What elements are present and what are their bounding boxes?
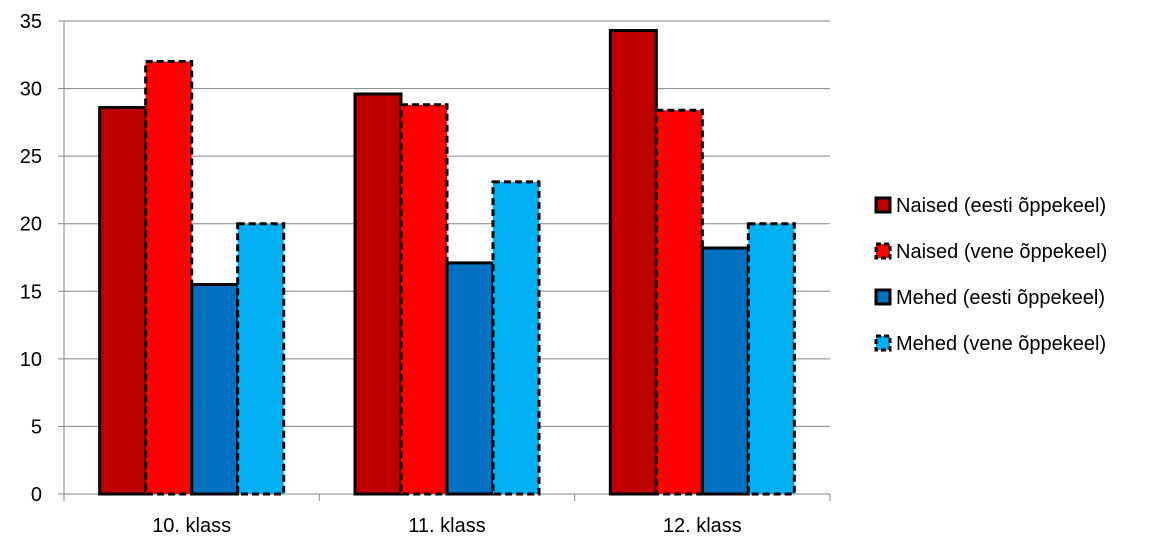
bar [445, 261, 495, 496]
legend-label: Mehed (eesti õppekeel) [896, 287, 1105, 309]
y-tick-label: 15 [20, 281, 42, 303]
bar [98, 105, 148, 496]
axis-labels: 0 5 10 15 20 25 30 35 10. klass 11. klass 12. klas… [20, 11, 742, 537]
bar [399, 103, 449, 496]
y-tick-label: 30 [20, 79, 42, 101]
bar [746, 222, 796, 496]
y-tick-label: 5 [31, 416, 42, 438]
y-tick-label: 0 [31, 484, 42, 506]
y-tick-label: 10 [20, 349, 42, 371]
x-tick-label: 11. klass [408, 515, 485, 537]
legend-label: Naised (vene õppekeel) [896, 241, 1107, 263]
legend-swatch [874, 288, 892, 306]
bar [236, 222, 286, 496]
bar [190, 283, 240, 496]
x-tick-label: 12. klass [663, 515, 742, 537]
legend-swatch [874, 196, 892, 214]
legend-label: Naised (eesti õppekeel) [896, 195, 1106, 217]
y-tick-label: 35 [20, 11, 42, 33]
legend-label: Mehed (vene õppekeel) [896, 333, 1106, 355]
y-tick-label: 25 [20, 146, 42, 168]
legend-swatch [874, 242, 892, 260]
x-tick-label: 10. klass [152, 515, 231, 537]
bar [353, 92, 403, 496]
bar [144, 60, 194, 496]
legend-swatch [874, 334, 892, 352]
bars [98, 28, 796, 496]
bar [608, 28, 658, 496]
legend: Naised (eesti õppekeel) Naised (vene õppe… [874, 195, 1107, 355]
bar [491, 180, 541, 496]
bar [700, 246, 750, 496]
bar [654, 108, 704, 496]
y-tick-label: 20 [20, 214, 42, 236]
